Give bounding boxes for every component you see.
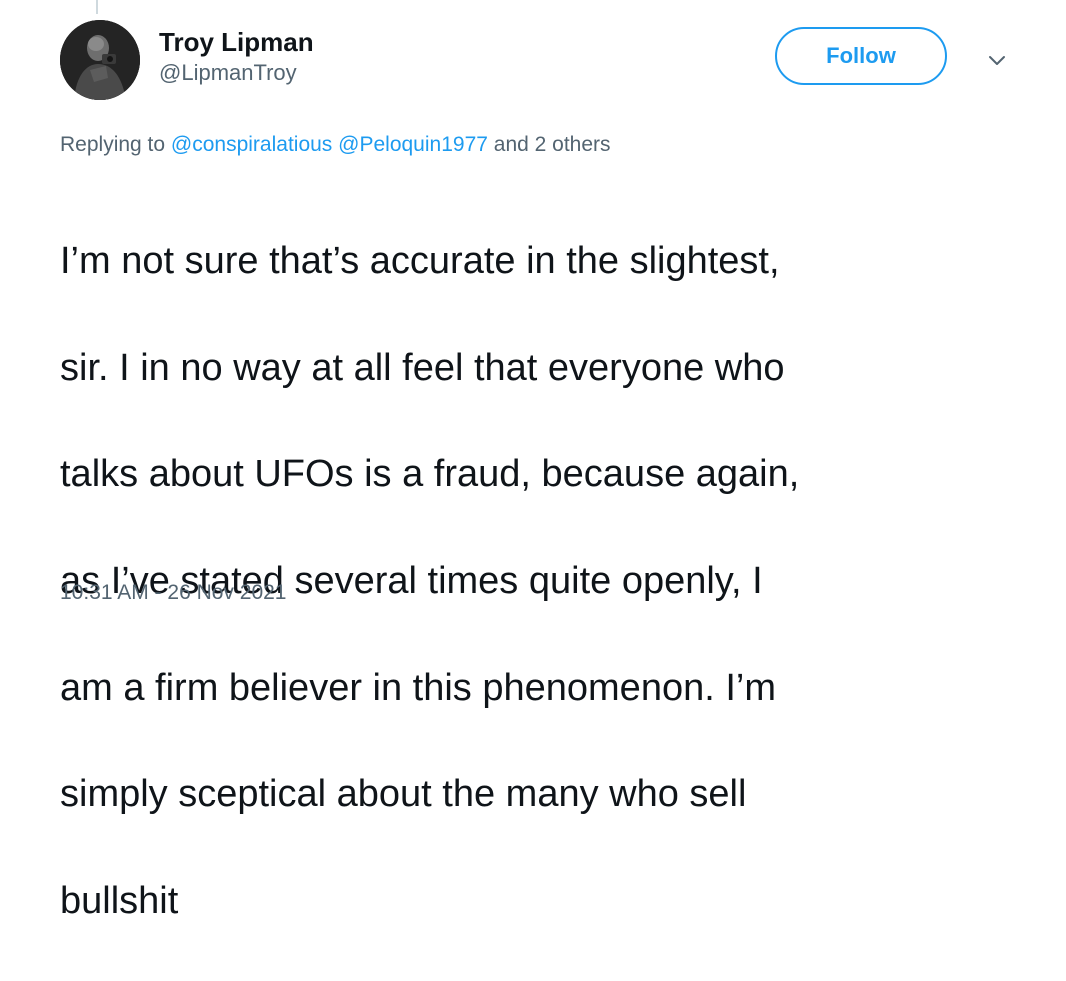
tweet-text-line: bullshit: [60, 879, 179, 922]
tweet-text-line: talks about UFOs is a fraud, because aga…: [60, 453, 800, 496]
tweet-text-line: I’m not sure that’s accurate in the slig…: [60, 240, 780, 283]
tweet-timestamp[interactable]: 10:31 AM - 26 Nov 2021: [60, 581, 287, 604]
author-handle[interactable]: @LipmanTroy: [159, 60, 297, 85]
tweet-text-line: as I’ve stated several times quite openl…: [60, 560, 763, 603]
tweet-text-line: am a firm believer in this phenomenon. I…: [60, 666, 776, 709]
tweet-header: Troy Lipman @LipmanTroy Follow: [60, 20, 1020, 100]
avatar[interactable]: [60, 20, 140, 100]
tweet-text-line: sir. I in no way at all feel that everyo…: [60, 346, 785, 389]
reply-prefix: Replying to: [60, 133, 166, 156]
follow-button[interactable]: Follow: [775, 27, 947, 85]
reply-suffix[interactable]: and 2 others: [493, 133, 611, 156]
reply-context: Replying to @conspiralatious @Peloquin19…: [60, 130, 611, 160]
chevron-down-icon[interactable]: [982, 46, 1012, 76]
tweet-text-line: simply sceptical about the many who sell: [60, 773, 747, 816]
author-names: Troy Lipman @LipmanTroy: [159, 26, 314, 88]
thread-connector-line: [96, 0, 98, 14]
mention-link[interactable]: @conspiralatious: [170, 133, 333, 156]
avatar-photo: [60, 20, 140, 100]
author-display-name[interactable]: Troy Lipman: [159, 27, 314, 57]
mention-link[interactable]: @Peloquin1977: [338, 133, 488, 156]
